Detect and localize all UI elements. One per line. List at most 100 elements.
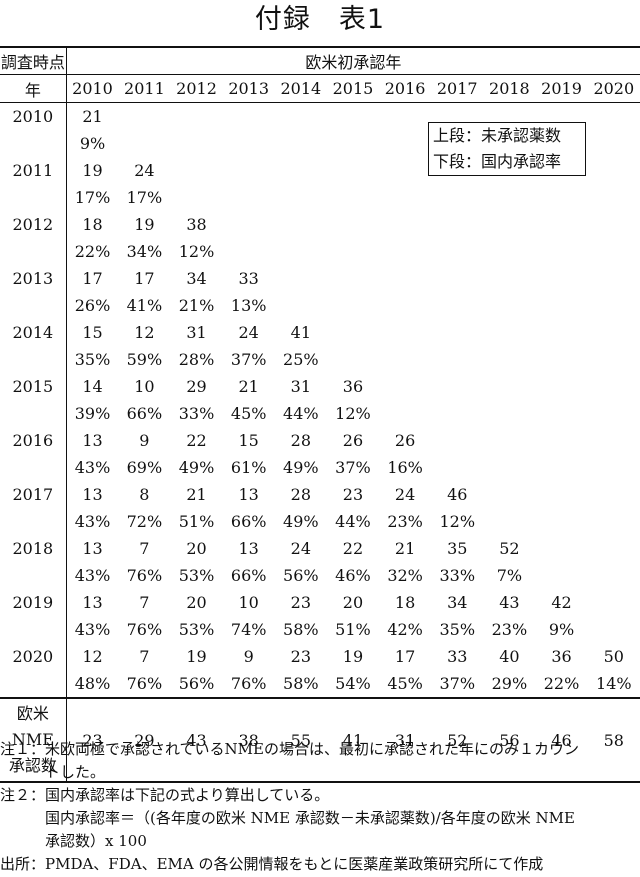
approval-rate-cell: 76% (222, 670, 275, 699)
empty-cell (379, 103, 431, 131)
empty-cell (588, 589, 640, 616)
empty-cell (327, 238, 379, 265)
empty-cell (275, 265, 327, 292)
nme-total-row: 欧米 NME 承認数 23 29 43 38 55 41 31 52 56 46 58 (0, 698, 640, 783)
nme-label-line: 承認数 (8, 756, 57, 775)
approval-rate-cell: 56% (170, 670, 223, 699)
approval-year-header: 2013 (222, 74, 275, 103)
unapproved-count-cell: 12 (82, 647, 103, 666)
empty-cell (483, 508, 535, 535)
approval-rate-cell: 37% (230, 350, 267, 369)
note-2-formula-cont: 承認数）x 100 (0, 832, 147, 850)
empty-cell (379, 211, 431, 238)
survey-year-blank (0, 616, 67, 643)
empty-cell (588, 292, 640, 319)
approval-rate-cell: 72% (126, 512, 163, 531)
empty-cell (431, 292, 483, 319)
approval-rate-cell: 59% (126, 350, 163, 369)
unapproved-count-cell: 13 (82, 485, 103, 504)
empty-cell (327, 157, 379, 184)
empty-cell (535, 238, 587, 265)
approval-rate-cell: 42% (387, 620, 423, 639)
unapproved-count-cell: 21 (238, 377, 259, 396)
unapproved-count-cell: 38 (186, 215, 207, 234)
empty-cell (588, 157, 640, 184)
empty-cell (588, 562, 640, 589)
approval-rate-cell: 49% (283, 458, 319, 477)
unapproved-count-cell: 23 (342, 485, 364, 504)
approval-rate-cell: 29% (483, 670, 536, 699)
unapproved-count-cell: 7 (139, 647, 150, 666)
approval-rate-cell: 45% (379, 670, 432, 699)
nme-count-cell: 31 (379, 698, 432, 783)
survey-label: 調査時点 (0, 46, 67, 75)
unapproved-count-cell: 33 (447, 647, 468, 666)
approval-rate-cell: 9% (79, 134, 106, 153)
empty-cell (327, 211, 379, 238)
survey-year-cell: 2012 (0, 211, 67, 238)
table-row: 2015 14 10 29 21 31 36 (0, 373, 640, 400)
approval-rate-cell: 66% (230, 566, 267, 585)
empty-cell (535, 508, 587, 535)
approval-rate-cell: 45% (230, 404, 267, 423)
nme-count-cell: 46 (535, 698, 588, 783)
empty-cell (379, 319, 431, 346)
empty-cell (118, 103, 170, 131)
approval-rate-cell: 53% (178, 566, 215, 585)
empty-cell (588, 373, 640, 400)
empty-cell (588, 211, 640, 238)
empty-cell (535, 265, 587, 292)
unapproved-count-cell: 29 (186, 377, 207, 396)
unapproved-count-cell: 19 (82, 161, 103, 180)
empty-cell (483, 265, 535, 292)
approval-rate-cell: 16% (387, 458, 423, 477)
unapproved-count-cell: 23 (290, 647, 311, 666)
approval-rate-cell: 76% (126, 620, 163, 639)
approval-rate-cell: 58% (274, 670, 327, 699)
empty-cell (170, 184, 222, 211)
table-row: 2014 15 12 31 24 41 (0, 319, 640, 346)
approval-rate-cell: 21% (178, 296, 215, 315)
empty-cell (223, 238, 275, 265)
survey-year-blank (0, 238, 67, 265)
unapproved-count-cell: 9 (243, 647, 254, 666)
legend: 上段：未承認薬数 下段：国内承認率 (428, 122, 586, 176)
empty-cell (431, 346, 483, 373)
unapproved-count-cell: 18 (394, 593, 416, 612)
approval-rate-cell: 43% (74, 458, 111, 477)
empty-cell (483, 346, 535, 373)
empty-cell (535, 346, 587, 373)
approval-rate-cell: 17% (126, 188, 163, 207)
unapproved-count-cell: 23 (290, 593, 311, 612)
unapproved-count-cell: 24 (134, 161, 155, 180)
unapproved-count-cell: 21 (82, 107, 103, 126)
table-row: 26% 41% 21% 13% (0, 292, 640, 319)
empty-cell (535, 211, 587, 238)
empty-cell (431, 400, 483, 427)
approval-year-label: 欧米初承認年 (66, 46, 640, 75)
survey-year-blank (0, 184, 67, 211)
empty-cell (379, 292, 431, 319)
approval-rate-cell: 76% (118, 670, 171, 699)
empty-cell (379, 373, 431, 400)
empty-cell (223, 103, 275, 131)
table-row: 2013 17 17 34 33 (0, 265, 640, 292)
empty-cell (588, 346, 640, 373)
empty-cell (327, 130, 379, 157)
empty-cell (483, 454, 535, 481)
table-row: 39% 66% 33% 45% 44% 12% (0, 400, 640, 427)
empty-cell (327, 265, 379, 292)
approval-rate-cell: 43% (74, 566, 111, 585)
unapproved-count-cell: 17 (82, 269, 103, 288)
empty-cell (483, 319, 535, 346)
empty-cell (483, 373, 535, 400)
table-row: 2012 18 19 38 (0, 211, 640, 238)
empty-cell (431, 319, 483, 346)
survey-year-blank (0, 130, 67, 157)
unapproved-count-cell: 52 (499, 539, 520, 558)
empty-cell (483, 481, 535, 508)
empty-cell (588, 427, 640, 454)
approval-rate-cell: 58% (283, 620, 319, 639)
approval-rate-cell: 43% (74, 620, 111, 639)
empty-cell (483, 427, 535, 454)
